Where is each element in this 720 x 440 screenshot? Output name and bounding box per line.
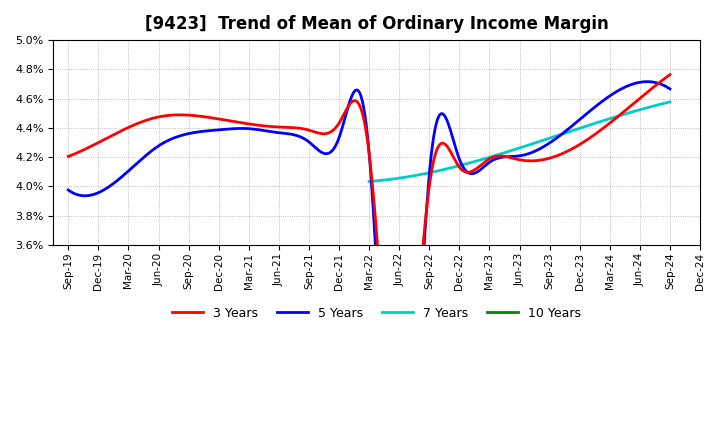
5 Years [665,86,674,92]
5 Years [643,79,652,84]
Line: 3 Years: 3 Years [68,75,670,440]
7 Years [665,99,674,105]
7 Years [544,136,552,141]
7 Years [528,141,536,147]
3 Years [350,98,359,103]
5 Years [654,81,662,86]
Title: [9423]  Trend of Mean of Ordinary Income Margin: [9423] Trend of Mean of Ordinary Income … [145,15,608,33]
5 Years [64,187,73,193]
5 Years [354,88,362,93]
7 Years [365,179,374,184]
Legend: 3 Years, 5 Years, 7 Years, 10 Years: 3 Years, 5 Years, 7 Years, 10 Years [167,302,586,325]
Line: 5 Years: 5 Years [68,82,670,440]
7 Years [611,114,620,120]
7 Years [658,101,667,106]
3 Years [558,151,567,156]
7 Years [508,148,516,153]
Line: 7 Years: 7 Years [369,102,670,181]
3 Years [423,198,432,203]
5 Years [558,131,567,136]
5 Years [350,89,359,95]
3 Years [354,99,362,105]
3 Years [665,72,674,77]
5 Years [423,193,432,198]
3 Years [390,425,398,430]
7 Years [510,147,518,152]
3 Years [652,82,661,87]
3 Years [64,154,73,159]
